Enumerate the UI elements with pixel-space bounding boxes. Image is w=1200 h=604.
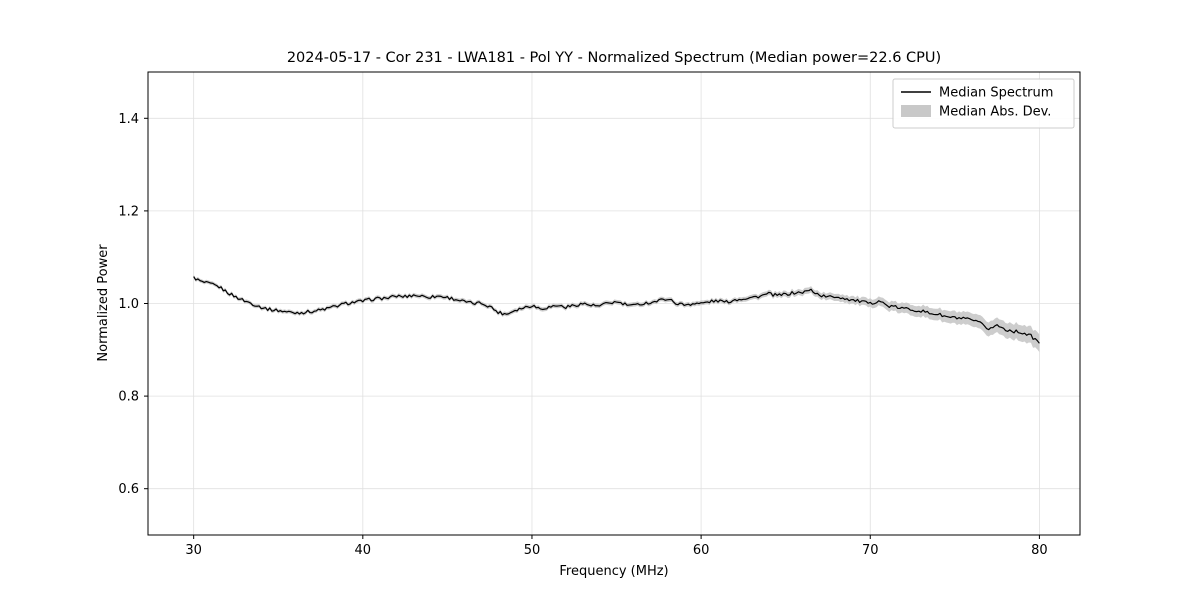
y-tick-label: 1.4 [118,112,139,127]
tick-layer: 30 40 50 60 70 80 0.6 0.8 1.0 1.2 1.4 [118,112,1047,558]
legend-band-sample-icon [901,105,931,117]
x-tick-label: 60 [693,543,710,558]
y-tick-label: 0.6 [118,482,139,497]
legend-label-median-abs-dev: Median Abs. Dev. [939,105,1051,120]
x-tick-label: 70 [862,543,879,558]
x-tick-label: 30 [185,543,202,558]
y-axis-label: Normalized Power [96,244,111,362]
y-tick-label: 1.0 [118,297,139,312]
x-axis-label: Frequency (MHz) [559,564,668,579]
median-abs-dev-band [193,274,1040,353]
median-spectrum-line [193,276,1040,344]
x-tick-label: 40 [355,543,372,558]
y-tick-label: 1.2 [118,204,139,219]
chart-title: 2024-05-17 - Cor 231 - LWA181 - Pol YY -… [287,50,941,66]
legend-box [892,78,1075,129]
x-tick-label: 50 [524,543,541,558]
y-tick-label: 0.8 [118,390,139,405]
legend: Median Spectrum Median Abs. Dev. [892,78,1075,129]
legend-label-median-spectrum: Median Spectrum [939,86,1053,101]
median-spectrum-path [193,276,1040,344]
mad-band-path [193,274,1040,353]
x-tick-label: 80 [1031,543,1048,558]
